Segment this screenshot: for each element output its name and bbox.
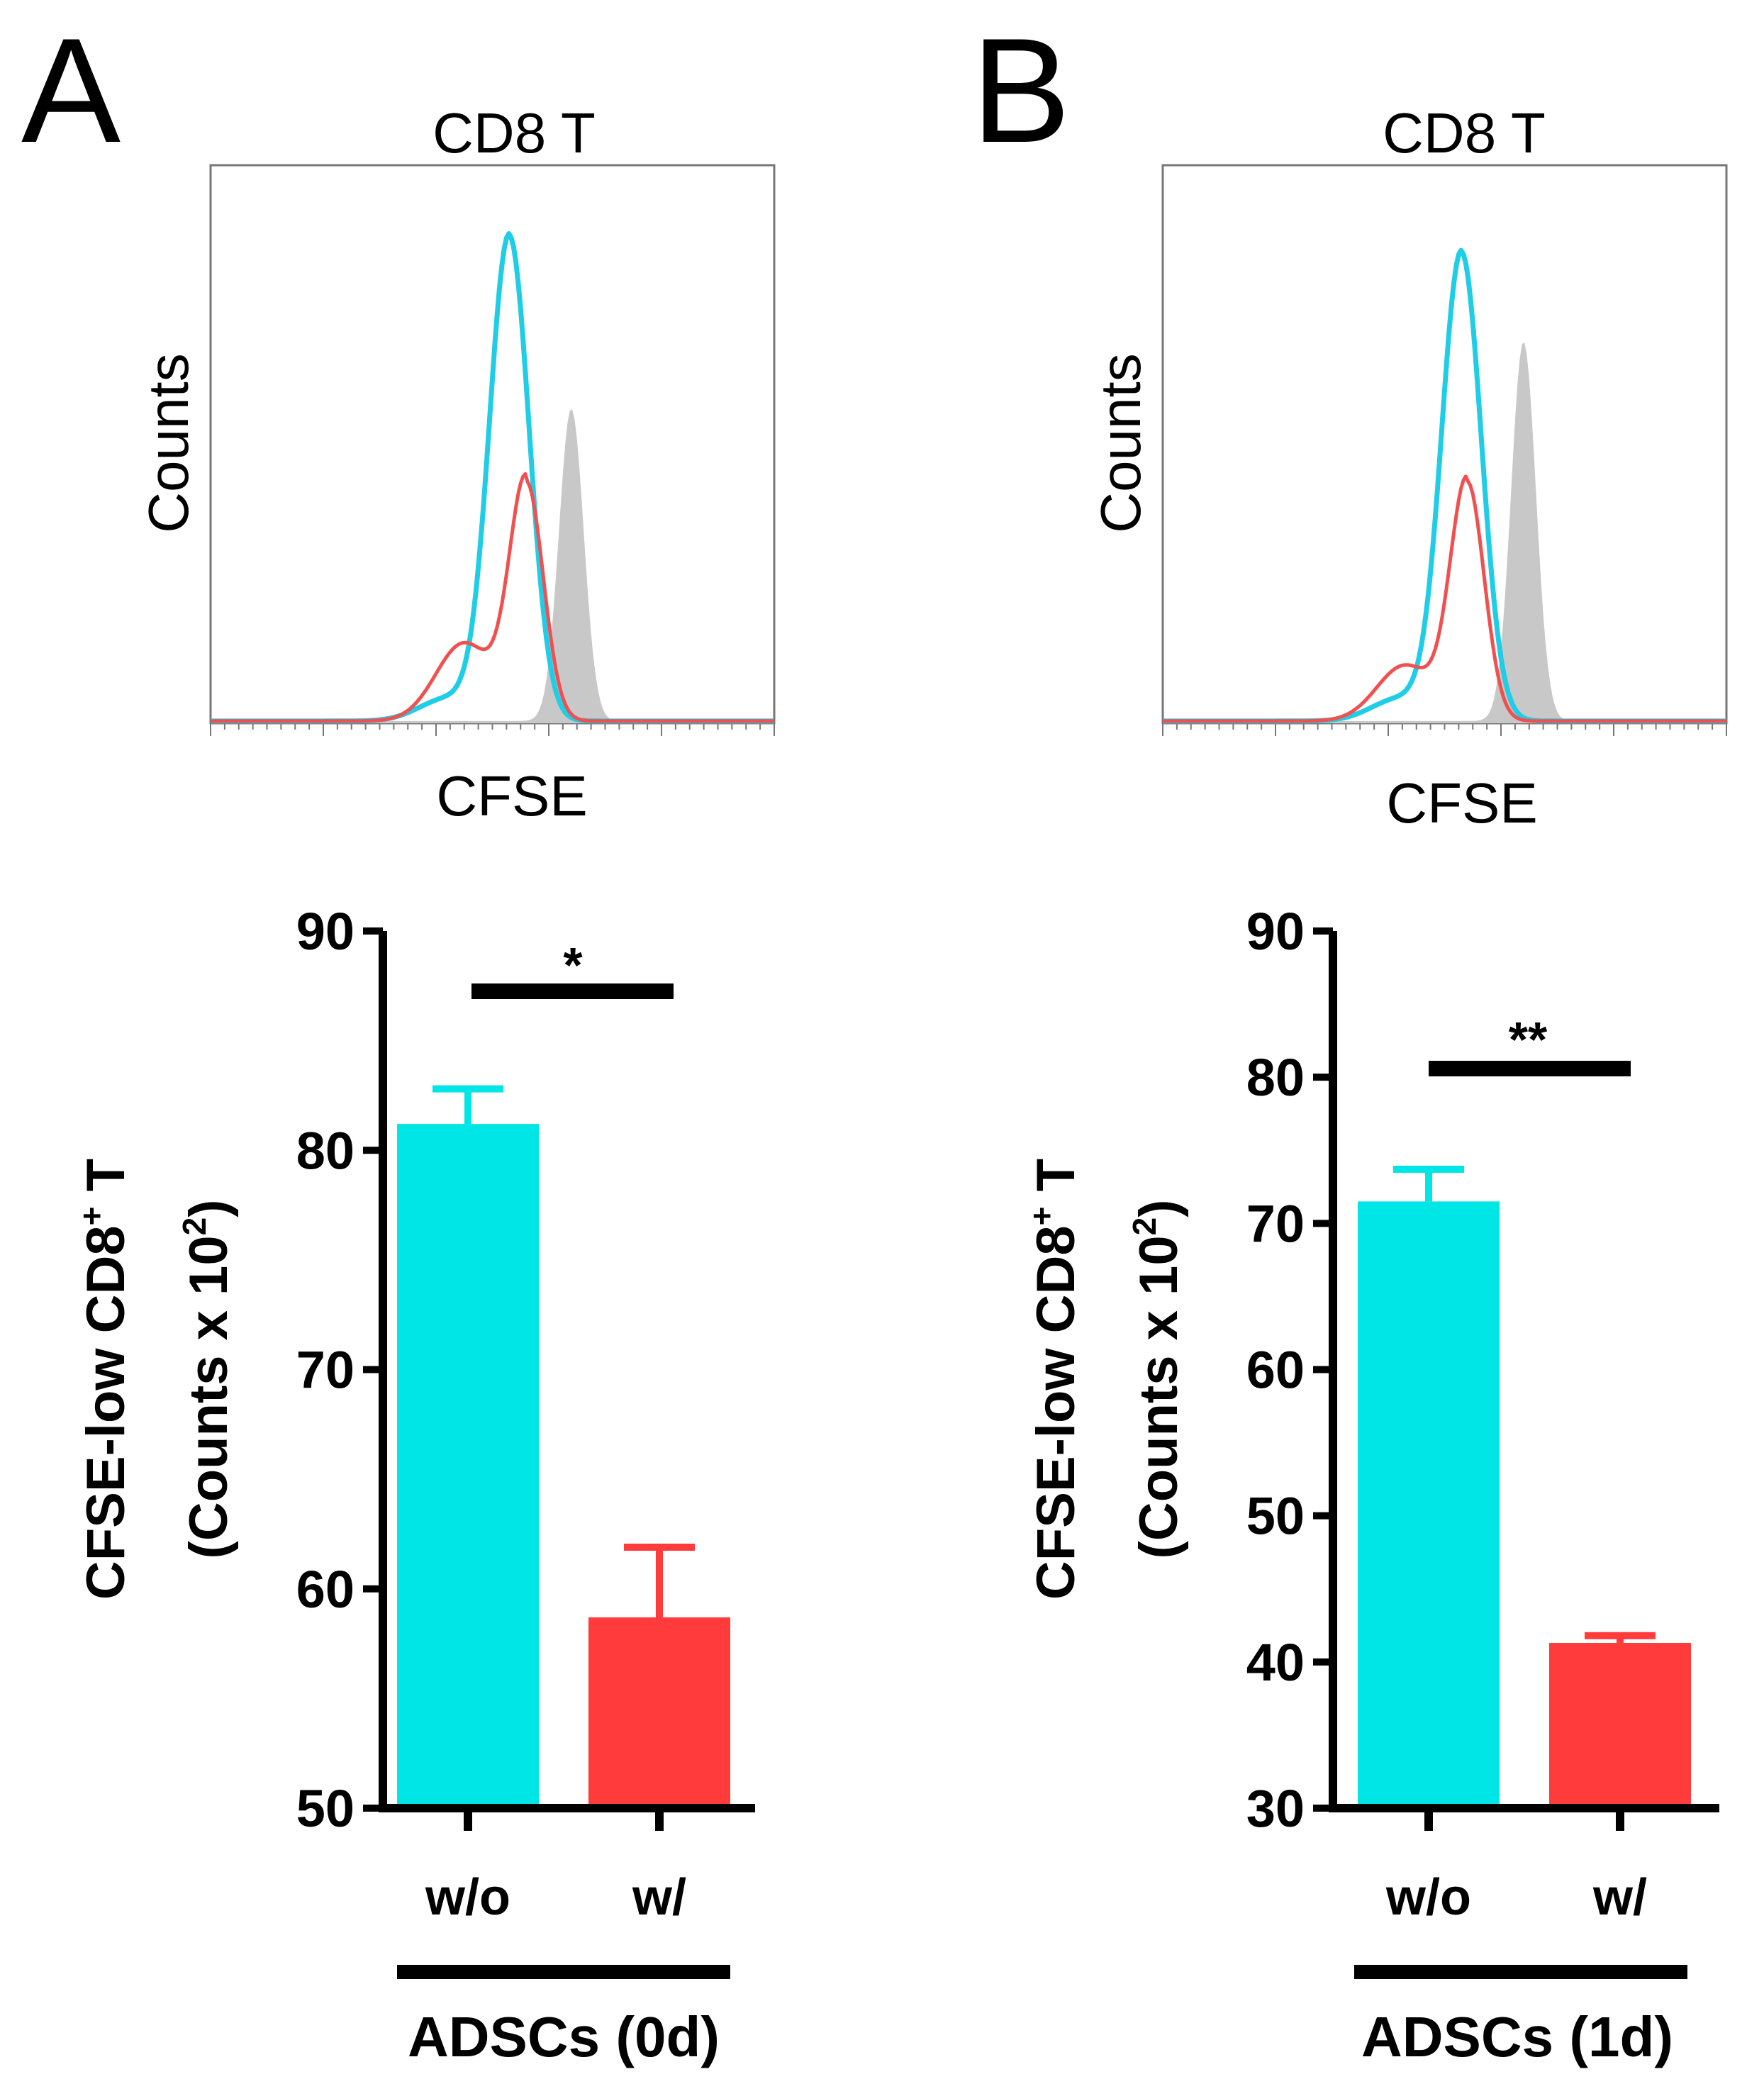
bar-b-category-w: w/ (1592, 1869, 1647, 1926)
bar-ytick-label: 70 (296, 1341, 355, 1400)
bar-a-ylabel-line2: (Counts x 102) (176, 1200, 239, 1559)
bar-1 (588, 1617, 730, 1808)
bar-b-ylabel-line1: CFSE-low CD8+ T (1023, 1159, 1086, 1600)
bar-a-bars (397, 1085, 730, 1808)
bar-b-category-wo: w/o (1385, 1869, 1471, 1926)
histogram-a-ylabel: Counts (137, 353, 200, 533)
bar-ytick-label: 60 (1246, 1341, 1305, 1400)
panel-b: B CD8 T Counts CFSE CFSE-low CD8+ T (Cou… (971, 7, 1728, 2068)
hist-series-2 (211, 472, 774, 723)
bar-a-ylabel-line1: CFSE-low CD8+ T (73, 1159, 136, 1600)
bar-a-yticks: 50 60 70 80 90 (296, 902, 383, 1838)
bar-0 (1358, 1201, 1500, 1808)
bar-ytick-label: 90 (296, 902, 355, 961)
bar-b-yticks: 30 40 50 60 70 80 90 (1246, 902, 1333, 1838)
bar-a-axes (379, 931, 755, 1831)
hist-series-2 (1163, 474, 1726, 723)
bar-1 (1549, 1643, 1691, 1808)
bar-b-group-label: ADSCs (1d) (1361, 2005, 1673, 2068)
bar-0 (397, 1124, 539, 1808)
histogram-a-title: CD8 T (432, 101, 596, 165)
bar-ytick-label: 30 (1246, 1779, 1305, 1838)
bar-b-bars (1358, 1166, 1691, 1808)
histogram-b-title: CD8 T (1383, 101, 1546, 165)
panel-a: A CD8 T Counts CFSE CFSE-low CD8+ T (Cou… (21, 7, 776, 2068)
histogram-b: CD8 T Counts CFSE (1089, 101, 1728, 835)
bar-chart-b: CFSE-low CD8+ T (Counts x 102) 30 40 50 60 7… (1023, 902, 1719, 2068)
bar-b-ylabel-line2: (Counts x 102) (1126, 1200, 1189, 1559)
bar-ytick-label: 70 (1246, 1194, 1305, 1253)
histogram-b-ylabel: Counts (1089, 353, 1152, 533)
bar-a-significance: * (563, 937, 583, 993)
bar-ytick-label: 50 (1246, 1487, 1305, 1546)
bar-a-group-label: ADSCs (0d) (408, 2005, 720, 2068)
bar-a-category-w: w/ (632, 1869, 686, 1926)
histogram-a: CD8 T Counts CFSE (137, 101, 776, 827)
bar-b-axes (1329, 931, 1719, 1831)
bar-b-significance: ** (1509, 1012, 1548, 1067)
bar-ytick-label: 60 (296, 1560, 355, 1619)
histogram-b-xlabel: CFSE (1386, 771, 1537, 835)
panel-letter-a: A (21, 7, 121, 174)
bar-ytick-label: 80 (296, 1121, 355, 1180)
bar-ytick-label: 80 (1246, 1048, 1305, 1107)
panel-letter-b: B (971, 7, 1071, 174)
bar-chart-a: CFSE-low CD8+ T (Counts x 102) 50 60 70 80 9… (73, 902, 755, 2068)
bar-ytick-label: 90 (1246, 902, 1305, 961)
histogram-b-curves (1162, 247, 1727, 724)
bar-a-category-wo: w/o (425, 1869, 510, 1926)
bar-ytick-label: 40 (1246, 1633, 1305, 1692)
histogram-a-curves (210, 231, 775, 724)
bar-ytick-label: 50 (296, 1779, 355, 1838)
histogram-a-xlabel: CFSE (436, 764, 587, 827)
